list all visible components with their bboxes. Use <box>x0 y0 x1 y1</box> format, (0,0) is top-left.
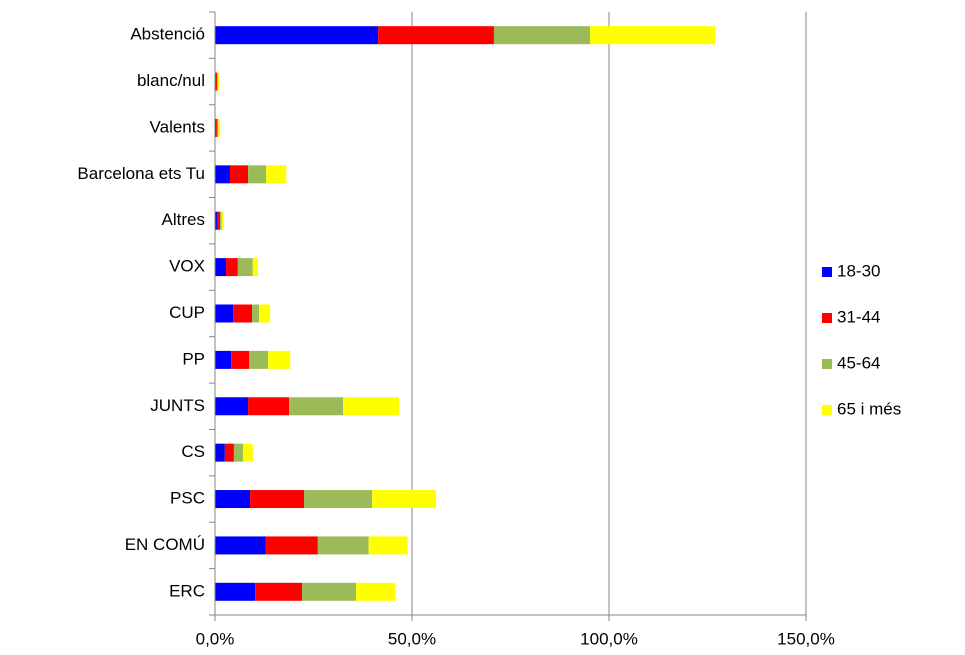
bar-segment <box>216 72 218 91</box>
bar-segment <box>233 443 243 462</box>
bar-segment <box>231 350 250 369</box>
bar-segment <box>250 490 305 509</box>
bar-segment <box>215 536 266 555</box>
bar-segment <box>229 165 249 184</box>
bar-segment <box>221 211 224 230</box>
legend-label: 45-64 <box>837 353 880 372</box>
x-tick-label: 100,0% <box>580 629 638 648</box>
bar-segment <box>215 582 256 601</box>
y-tick-label: PSC <box>170 489 205 508</box>
bar-segment <box>268 350 291 369</box>
x-tick-label: 50,0% <box>388 629 436 648</box>
y-tick-label: CS <box>181 442 205 461</box>
bar-segment <box>215 258 227 277</box>
bar-segment <box>218 118 221 137</box>
bar-segment <box>372 490 437 509</box>
bar-segment <box>215 26 379 45</box>
bar-segment <box>215 72 217 91</box>
legend-swatch <box>822 405 832 415</box>
bar-segment <box>302 582 357 601</box>
bar-segment <box>317 536 369 555</box>
bar-segment <box>304 490 373 509</box>
bar-segment <box>215 490 251 509</box>
bar-segment <box>493 26 591 45</box>
y-tick-label: Valents <box>150 117 205 136</box>
y-tick-label: VOX <box>169 257 205 276</box>
bar-segment <box>215 350 232 369</box>
bar-segment <box>215 211 217 230</box>
bar-segment <box>378 26 494 45</box>
bar-segment <box>217 118 219 137</box>
legend-label: 65 i més <box>837 399 901 418</box>
y-tick-label: PP <box>182 349 205 368</box>
bar-segment <box>368 536 408 555</box>
bar-segment <box>217 72 219 91</box>
bar-segment <box>259 304 271 323</box>
y-tick-label: JUNTS <box>150 396 205 415</box>
y-tick-label: blanc/nul <box>137 71 205 90</box>
y-tick-label: Barcelona ets Tu <box>77 164 205 183</box>
bar-segment <box>224 443 234 462</box>
y-tick-label: Abstenció <box>130 25 205 44</box>
bar-segment <box>215 443 225 462</box>
y-tick-label: EN COMÚ <box>125 535 205 554</box>
legend-swatch <box>822 313 832 323</box>
bar-segment <box>252 258 258 277</box>
bar-segment <box>265 536 318 555</box>
bar-segment <box>226 258 238 277</box>
bar-segment <box>216 211 221 230</box>
bar-segment <box>215 304 234 323</box>
x-tick-label: 150,0% <box>777 629 835 648</box>
bar-segment <box>216 118 218 137</box>
bar-segment <box>255 582 303 601</box>
bar-segment <box>248 165 267 184</box>
bar-segment <box>343 397 399 416</box>
bar-segment <box>249 350 269 369</box>
bar-segment <box>590 26 715 45</box>
bar-segment <box>248 397 290 416</box>
y-tick-label: CUP <box>169 303 205 322</box>
bar-segment <box>220 211 222 230</box>
bar-segment <box>215 165 230 184</box>
x-tick-label: 0,0% <box>196 629 235 648</box>
legend-swatch <box>822 267 832 277</box>
y-tick-label: ERC <box>169 581 205 600</box>
bar-segment <box>266 165 287 184</box>
bar-segment <box>237 258 253 277</box>
bar-segment <box>242 443 253 462</box>
bar-segment <box>252 304 260 323</box>
legend-label: 18-30 <box>837 261 880 280</box>
bar-segment <box>356 582 396 601</box>
bar-segment <box>215 118 217 137</box>
y-tick-label: Altres <box>162 210 205 229</box>
bar-segment <box>215 397 249 416</box>
legend-label: 31-44 <box>837 307 880 326</box>
bar-segment <box>289 397 344 416</box>
legend-swatch <box>822 359 832 369</box>
bar-segment <box>233 304 253 323</box>
